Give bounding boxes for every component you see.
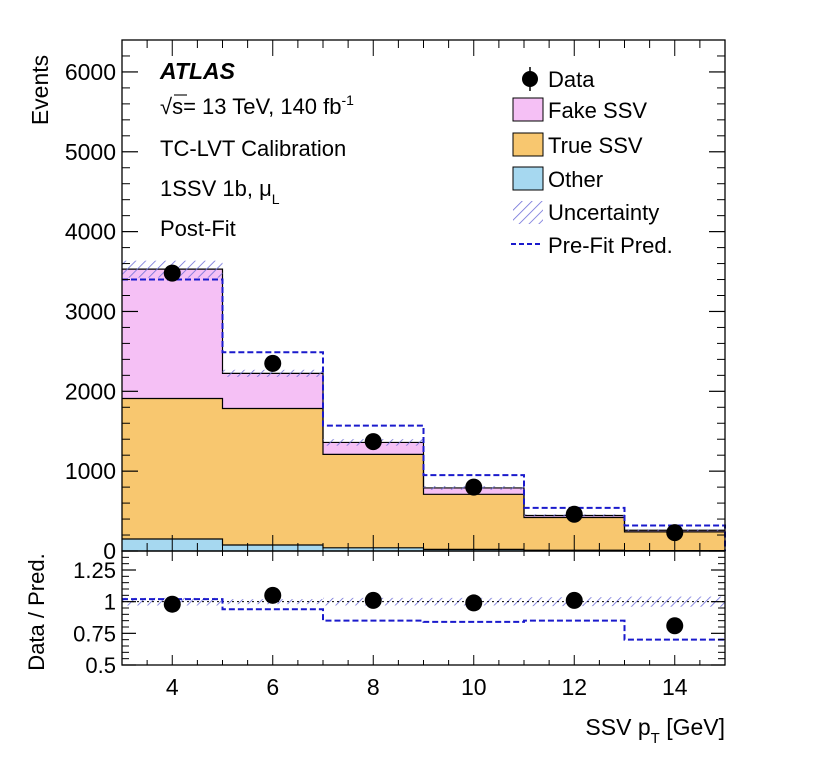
data-point-2	[264, 354, 282, 372]
ratio-panel	[122, 586, 725, 641]
data-point-3	[364, 433, 382, 451]
x-tick-label: 4	[166, 674, 179, 700]
prefit-line	[122, 278, 726, 551]
region-label: 1SSV 1b, μL	[160, 176, 280, 207]
main-ytick-label: 4000	[65, 219, 116, 245]
legend: Data Fake SSV True SSV Other Uncertainty…	[511, 67, 673, 258]
main-axis-ticks: 0 1000 2000 3000 4000 5000 6000	[65, 39, 726, 564]
calibration-label: TC-LVT Calibration	[160, 136, 346, 161]
main-ytick-label: 6000	[65, 59, 116, 85]
legend-prefit-label: Pre-Fit Pred.	[548, 233, 673, 258]
legend-other-entry: Other	[512, 166, 603, 192]
x-tick-label: 10	[461, 674, 487, 700]
bar-true-ssv-bin-1	[122, 398, 223, 540]
ratio-ytick-label: 1.25	[73, 558, 116, 583]
bar-true-ssv-bin-3	[323, 454, 424, 548]
ratio-y-axis-label: Data / Pred.	[24, 553, 49, 670]
legend-data-marker	[522, 71, 538, 87]
bar-fake-ssv-bin-1	[122, 269, 223, 399]
legend-fake-ssv-label: Fake SSV	[548, 98, 647, 123]
legend-uncertainty-swatch	[513, 201, 543, 224]
bar-true-ssv-bin-2	[222, 408, 323, 546]
x-tick-label: 8	[367, 674, 380, 700]
ratio-prefit-line	[122, 598, 725, 641]
legend-data-entry: Data	[522, 67, 595, 92]
legend-true-ssv-swatch	[512, 132, 544, 157]
main-y-axis-label: Events	[27, 55, 53, 125]
energy-lumi-label: √s= 13 TeV, 140 fb-1	[160, 92, 354, 119]
main-ytick-label: 2000	[65, 378, 116, 404]
legend-true-ssv-label: True SSV	[548, 133, 643, 158]
legend-fake-ssv-swatch	[512, 97, 544, 122]
ratio-point-5	[565, 591, 583, 609]
legend-prefit-entry: Pre-Fit Pred.	[511, 233, 673, 258]
ratio-axis-ticks: 4 6 8 10 12 14 0.5 0.75 1 1.25	[73, 551, 726, 700]
data-point-6	[666, 524, 684, 542]
bar-fake-ssv-bin-2	[222, 373, 323, 409]
main-panel	[122, 260, 726, 552]
main-ytick-label: 0	[103, 538, 116, 564]
x-tick-label: 6	[266, 674, 279, 700]
main-ytick-label: 3000	[65, 298, 116, 324]
legend-other-label: Other	[548, 167, 603, 192]
ratio-uncertainty-bin-6	[624, 596, 725, 607]
main-ytick-label: 1000	[65, 458, 116, 484]
legend-fake-ssv-entry: Fake SSV	[512, 97, 647, 123]
x-axis-label: SSV pT [GeV]	[585, 714, 725, 747]
atlas-label: ATLAS	[159, 58, 236, 84]
legend-uncertainty-label: Uncertainty	[548, 200, 659, 225]
legend-data-label: Data	[548, 67, 595, 92]
uncertainty-band-bin-2	[222, 369, 323, 377]
ratio-point-3	[364, 591, 382, 609]
legend-true-ssv-entry: True SSV	[512, 132, 643, 158]
legend-other-swatch	[512, 166, 544, 191]
x-tick-label: 12	[561, 674, 587, 700]
ratio-frame	[121, 550, 726, 666]
ratio-ytick-label: 0.5	[85, 653, 116, 678]
ratio-ytick-label: 0.75	[73, 621, 116, 646]
x-tick-label: 14	[662, 674, 688, 700]
ratio-ytick-label: 1	[104, 590, 116, 615]
postfit-label: Post-Fit	[160, 216, 236, 241]
main-ytick-label: 5000	[65, 139, 116, 165]
ratio-point-2	[264, 586, 282, 604]
ratio-point-1	[163, 595, 181, 613]
data-point-1	[163, 264, 181, 282]
ratio-point-6	[666, 617, 684, 635]
ratio-point-4	[465, 594, 483, 612]
legend-uncertainty-entry: Uncertainty	[513, 200, 659, 225]
data-point-4	[465, 478, 483, 496]
data-point-5	[565, 505, 583, 523]
